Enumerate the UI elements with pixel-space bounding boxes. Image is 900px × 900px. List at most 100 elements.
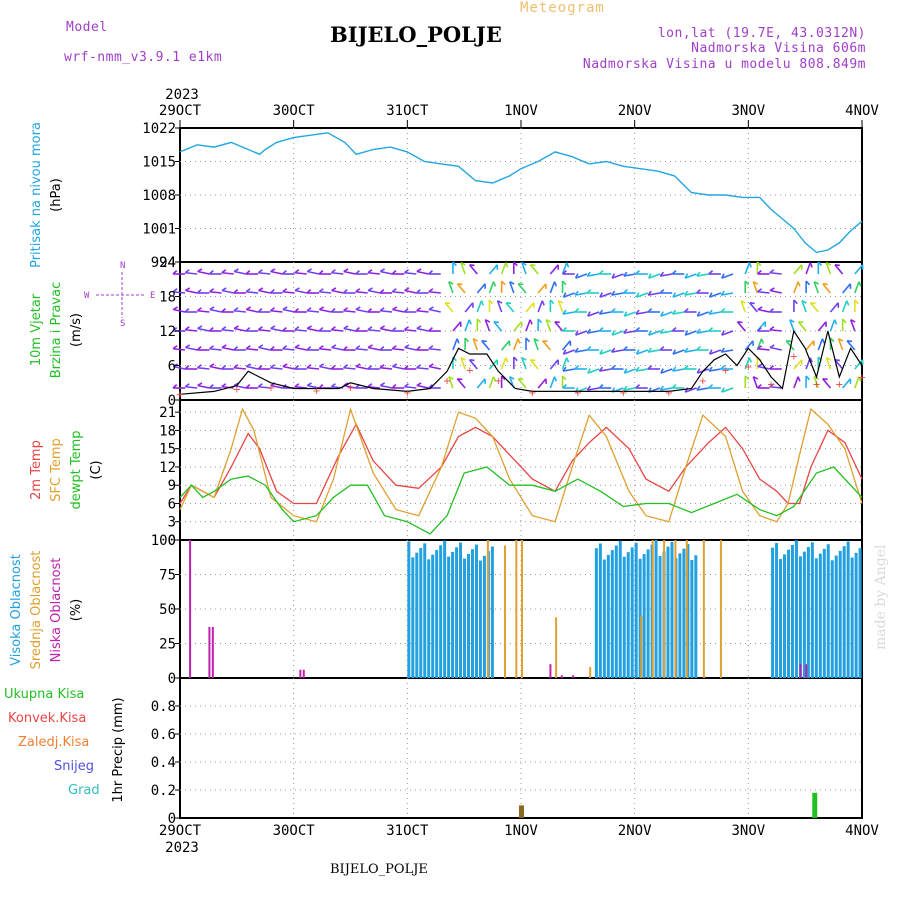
wind-barb [752,281,759,294]
wind-barb-flag [469,359,475,362]
precip-legend-0: Ukupna Kisa [4,687,84,702]
wind-barb [307,384,320,389]
wind-barb [306,366,320,370]
wind-barb [294,385,307,389]
wind-barb-flag [598,366,604,372]
wind-barb-flag [416,364,422,369]
wind-barb-flag [562,309,567,315]
wind-barb-flag [757,363,763,368]
pressure-unit-label: (hPa) [49,178,64,212]
wind-barb-flag [684,387,689,393]
wind-barb-flag [798,321,804,324]
wind-barb-flag [748,357,752,363]
wind-barb [501,340,510,351]
wind-barb-flag [343,364,349,369]
wind-barb-flag [379,325,386,330]
wind-barb [721,273,734,279]
high-cloud-bar [463,558,467,678]
wind-barb [623,273,636,277]
high-cloud-bar [798,556,802,678]
wind-barb-flag [599,292,603,298]
high-cloud-bar [846,541,850,678]
wind-barb [696,387,709,391]
low-cloud-bar [560,675,563,678]
high-cloud-bar [666,546,670,678]
wind-barb-flag [367,287,373,292]
wind-barb-flag [721,273,725,279]
bottom-day-tick-label: 4NOV [845,823,879,839]
wind-barb-flag [842,318,847,324]
wind-barb-flag [355,288,361,293]
wind-barb [697,311,709,317]
wind-barb [708,311,721,315]
wind-barb [769,385,782,389]
wind-barb-flag [233,382,239,387]
wind-barb-flag [623,311,628,317]
wind-barb-flag [553,376,558,382]
y-tick-label-cloud: 50 [159,602,176,618]
bottom-year-label: 2023 [165,840,199,856]
wind-barb-flag [660,368,664,374]
high-cloud-bar [826,544,830,678]
high-cloud-bar [634,542,638,678]
wind-barb [563,349,575,355]
wind-barb [624,368,636,374]
y-tick-label-cloud: 100 [151,533,176,549]
high-cloud-bar [594,548,598,678]
wind-barb-flag [561,280,567,286]
wind-barb [513,338,519,351]
wind-barb-flag [562,327,567,332]
high-cloud-bar [474,544,478,678]
wind-barb [521,357,527,370]
wind-barb [599,368,612,372]
wind-barb-flag [635,327,641,332]
wind-barb-flag [209,306,215,311]
wind-barb-flag [488,299,494,305]
wind-barb [846,340,856,351]
wind-barb [209,308,222,313]
wind-barb-flag [460,357,466,361]
wind-barb-flag [270,325,276,330]
wind-barb-flag [221,344,227,349]
wind-barb [404,385,417,389]
gust-marker: + [403,388,411,399]
axis-labels: 29OCT 29OCT 30OCT 30OCT 31OCT 31OCT 1NOV 1NOV 2N… [4,87,879,856]
wind-barb-flag [744,375,750,381]
wind-barb-flag [416,268,422,273]
wind-barb [684,273,697,279]
wind-barb-flag [574,330,579,336]
wind-barb-flag [744,280,750,286]
wind-barb [307,327,320,332]
low-cloud-bar [189,540,192,678]
wind-barb [635,368,648,372]
wind-barb-flag [805,375,811,381]
wind-barb [757,365,770,370]
wind-barb [282,290,295,294]
wind-barb [517,378,527,389]
wind-barb [464,319,470,332]
wind-barb [837,338,844,351]
high-cloud-bar [459,542,463,678]
wind-barb-flag [611,273,616,279]
wind-barb-flag [708,270,714,275]
wind-barb-flag [457,378,463,381]
station-title: BIJELO_POLJE [330,22,502,47]
wind-barb [854,281,860,294]
wind-barb-flag [404,344,410,349]
gust-marker: + [312,386,320,397]
wind-barb-flag [598,327,604,332]
wind-barb [854,359,864,370]
wind-barb [172,347,186,351]
wind-barb-flag [469,264,475,267]
wind-barb-flag [635,384,641,389]
wind-barb [525,302,535,313]
wind-barb-flag [233,289,239,294]
y-tick-label-temperature: 3 [168,515,176,531]
wind-barb [562,368,575,372]
wind-barb [684,387,697,393]
wind-barb-flag [355,270,360,275]
wind-barb [529,359,539,370]
wind-barb-flag [209,345,215,350]
wind-barb-flag [270,307,275,312]
y-tick-label-temperature: 18 [159,423,176,439]
